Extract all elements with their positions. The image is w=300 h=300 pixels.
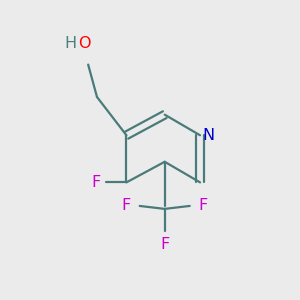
Text: F: F <box>198 198 208 213</box>
Text: O: O <box>78 37 90 52</box>
Text: F: F <box>91 175 100 190</box>
Text: F: F <box>122 198 131 213</box>
Text: F: F <box>160 237 169 252</box>
Text: H: H <box>64 37 76 52</box>
Text: N: N <box>202 128 214 143</box>
